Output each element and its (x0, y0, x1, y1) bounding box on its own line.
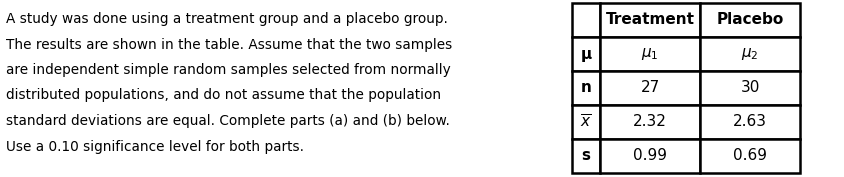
Bar (572, 105, 600, 139)
Text: Treatment: Treatment (605, 13, 695, 27)
Text: are independent simple random samples selected from normally: are independent simple random samples se… (6, 63, 451, 77)
Text: 0.69: 0.69 (733, 149, 767, 164)
Text: 0.99: 0.99 (633, 149, 667, 164)
Text: $\mu_2$: $\mu_2$ (741, 46, 759, 62)
Bar (600, 139, 700, 173)
Text: Use a 0.10 significance level for both parts.: Use a 0.10 significance level for both p… (6, 139, 304, 153)
Bar (572, 139, 600, 173)
Bar (700, 3, 800, 37)
Bar (700, 37, 800, 71)
Text: s: s (582, 149, 591, 164)
Text: 2.32: 2.32 (633, 115, 667, 130)
Bar (700, 139, 800, 173)
Bar (600, 105, 700, 139)
Text: 30: 30 (740, 81, 760, 96)
Bar (572, 71, 600, 105)
Text: $\overline{x}$: $\overline{x}$ (580, 113, 592, 131)
Text: μ: μ (581, 47, 592, 61)
Text: distributed populations, and do not assume that the population: distributed populations, and do not assu… (6, 88, 441, 102)
Text: $\mu_1$: $\mu_1$ (641, 46, 659, 62)
Text: A study was done using a treatment group and a placebo group.: A study was done using a treatment group… (6, 12, 448, 26)
Bar (700, 105, 800, 139)
Text: n: n (581, 81, 592, 96)
Text: 2.63: 2.63 (733, 115, 767, 130)
Text: standard deviations are equal. Complete parts (a) and (b) below.: standard deviations are equal. Complete … (6, 114, 450, 128)
Text: The results are shown in the table. Assume that the two samples: The results are shown in the table. Assu… (6, 38, 452, 52)
Text: Placebo: Placebo (717, 13, 783, 27)
Bar (600, 3, 700, 37)
Bar (572, 37, 600, 71)
Bar (600, 37, 700, 71)
Bar (700, 71, 800, 105)
Text: 27: 27 (641, 81, 660, 96)
Bar (600, 71, 700, 105)
Bar (572, 3, 600, 37)
